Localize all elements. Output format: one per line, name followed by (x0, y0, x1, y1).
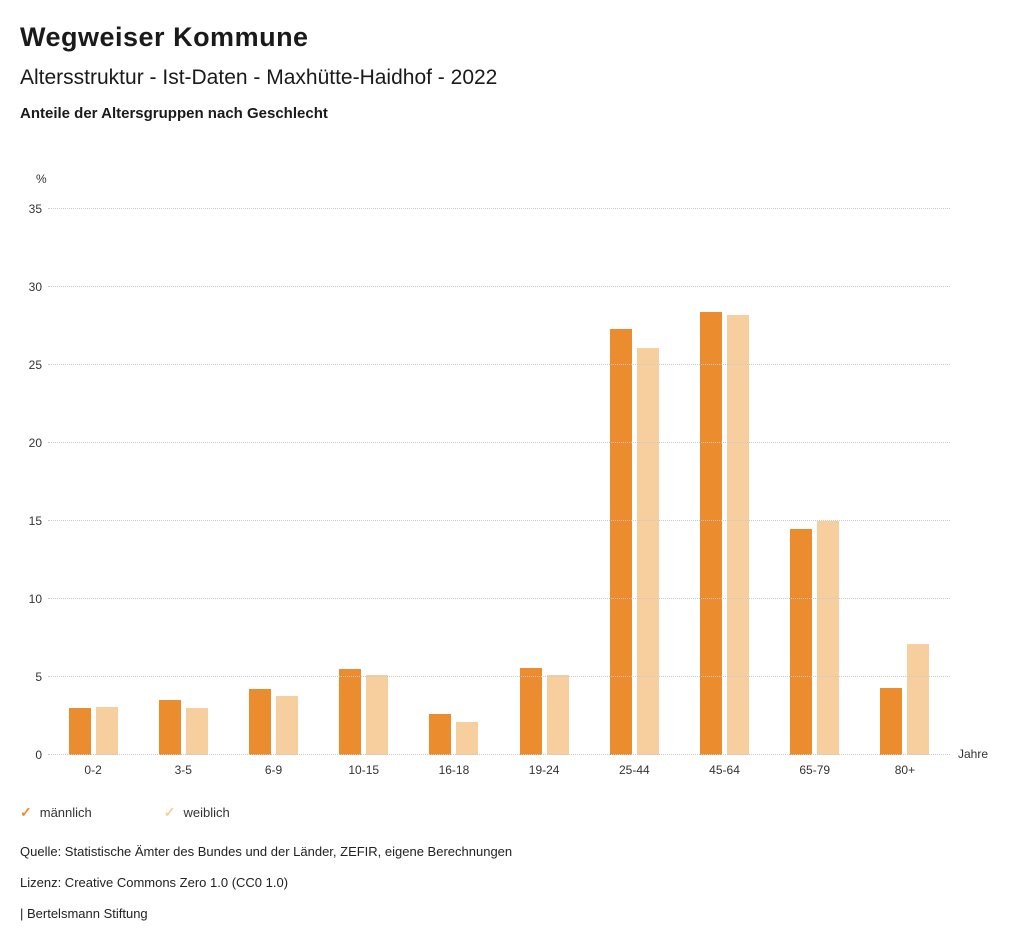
x-tick-label: 0-2 (84, 763, 102, 777)
bar-maennlich[interactable] (880, 687, 903, 755)
bar-group-45-64: 45-64 (679, 209, 769, 777)
bar-group-80+: 80+ (860, 209, 950, 777)
gridline (48, 676, 950, 677)
legend-label-weiblich: weiblich (183, 805, 230, 820)
check-icon: ✓ (163, 804, 176, 820)
x-axis-title: Jahre (958, 747, 989, 761)
y-tick-label: 5 (35, 670, 42, 684)
y-tick-label: 0 (35, 748, 42, 762)
page-subtitle: Altersstruktur - Ist-Daten - Maxhütte-Ha… (20, 66, 498, 89)
footer-license: Lizenz: Creative Commons Zero 1.0 (CC0 1… (20, 875, 289, 890)
bar-group-25-44: 25-44 (589, 209, 679, 777)
bar-weiblich[interactable] (456, 722, 479, 755)
bar-group-6-9: 6-9 (228, 209, 318, 777)
bar-maennlich[interactable] (700, 311, 723, 755)
y-tick-label: 20 (28, 436, 42, 450)
x-tick-label: 65-79 (799, 763, 831, 777)
chart-legend: ✓ männlich ✓ weiblich (20, 804, 230, 821)
y-tick-label: 25 (28, 358, 42, 372)
x-tick-label: 19-24 (528, 763, 560, 777)
legend-label-maennlich: männlich (39, 805, 92, 820)
gridline (48, 442, 950, 443)
x-tick-label: 45-64 (709, 763, 740, 777)
x-tick-label: 80+ (894, 763, 916, 777)
bar-group-3-5: 3-5 (138, 209, 228, 777)
bar-weiblich[interactable] (817, 521, 840, 755)
bar-maennlich[interactable] (790, 528, 813, 755)
bar-group-65-79: 65-79 (770, 209, 860, 777)
bar-maennlich[interactable] (249, 689, 271, 755)
bar-maennlich[interactable] (609, 329, 632, 755)
x-tick-label: 10-15 (348, 763, 380, 777)
bar-weiblich[interactable] (727, 315, 750, 755)
y-tick-label: 30 (28, 280, 42, 294)
bar-maennlich[interactable] (68, 708, 91, 755)
chart-heading: Anteile der Altersgruppen nach Geschlech… (20, 105, 328, 122)
bar-maennlich[interactable] (339, 669, 362, 755)
bar-weiblich[interactable] (546, 675, 569, 755)
bar-group-0-2: 0-2 (48, 209, 138, 777)
legend-item-weiblich[interactable]: ✓ weiblich (164, 804, 230, 821)
bar-weiblich[interactable] (95, 706, 118, 755)
bar-weiblich[interactable] (366, 675, 389, 755)
x-tick-label: 3-5 (174, 763, 192, 777)
chart-plot-area: 0-2 3-5 6-9 10-15 16-18 19-24 25-44 45-64 65-79 8… (48, 208, 950, 777)
x-tick-label: 25-44 (618, 763, 650, 777)
x-tick-label: 6-9 (264, 763, 283, 777)
y-axis-unit-label: % (36, 172, 47, 186)
bar-weiblich[interactable] (907, 644, 930, 755)
gridline (48, 754, 950, 755)
x-tick-label: 16-18 (438, 763, 470, 777)
gridline (48, 364, 950, 365)
y-tick-label: 10 (28, 592, 42, 606)
page-title: Wegweiser Kommune (20, 22, 309, 52)
bar-weiblich[interactable] (185, 708, 208, 755)
bar-maennlich[interactable] (429, 714, 452, 755)
bar-maennlich[interactable] (158, 700, 181, 755)
y-tick-label: 15 (28, 514, 42, 528)
footer-source: Quelle: Statistische Ämter des Bundes un… (20, 844, 513, 859)
bar-weiblich[interactable] (276, 695, 298, 755)
gridline (48, 286, 950, 287)
footer-attribution: | Bertelsmann Stiftung (20, 906, 148, 921)
bar-group-10-15: 10-15 (319, 209, 409, 777)
legend-item-maennlich[interactable]: ✓ männlich (20, 804, 92, 821)
bar-group-19-24: 19-24 (499, 209, 589, 777)
check-icon: ✓ (20, 804, 32, 820)
gridline (48, 520, 950, 521)
bar-group-16-18: 16-18 (409, 209, 499, 777)
bar-maennlich[interactable] (519, 667, 542, 755)
bar-groups: 0-2 3-5 6-9 10-15 16-18 19-24 25-44 45-64 65-79 8… (48, 209, 950, 777)
gridline (48, 208, 950, 209)
y-tick-label: 35 (28, 202, 42, 216)
bar-weiblich[interactable] (636, 347, 659, 755)
gridline (48, 598, 950, 599)
